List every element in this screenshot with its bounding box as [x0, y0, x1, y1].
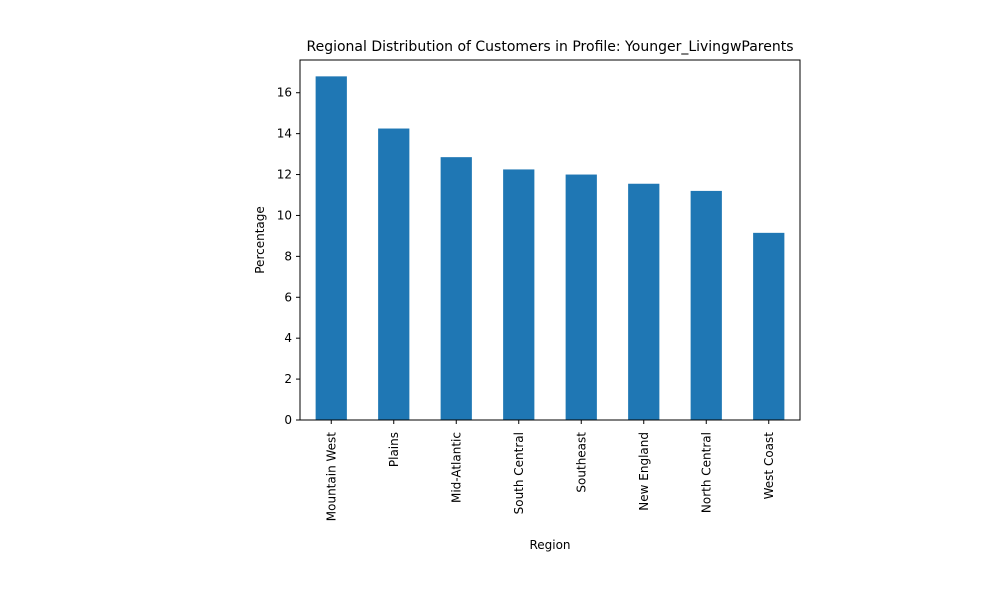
x-tick-label: Southeast: [574, 432, 588, 493]
x-axis-ticks: Mountain West Plains Mid-Atlantic South Cen…: [324, 420, 776, 521]
bar-south-central: [503, 169, 535, 420]
y-tick-label: 0: [284, 413, 292, 427]
x-tick-label: New England: [637, 432, 651, 511]
bar-new-england: [628, 183, 660, 420]
y-axis-label: Percentage: [253, 206, 267, 274]
chart-title: Regional Distribution of Customers in Pr…: [306, 39, 793, 55]
plot-frame: [299, 59, 801, 421]
y-tick-label: 6: [284, 290, 292, 304]
y-tick-label: 4: [284, 331, 292, 345]
bar-southeast: [565, 174, 597, 420]
x-tick-label: North Central: [699, 432, 713, 513]
y-tick-label: 10: [277, 208, 292, 222]
bar-plains: [378, 128, 410, 421]
y-tick-label: 16: [277, 86, 292, 100]
y-tick-label: 14: [277, 127, 292, 141]
y-tick-label: 12: [277, 168, 292, 182]
y-axis-ticks: 0 2 4 6 8 10 12 14 16: [277, 86, 300, 427]
x-tick-label: West Coast: [762, 432, 776, 500]
x-tick-label: Mountain West: [324, 432, 338, 522]
x-tick-label: South Central: [512, 432, 526, 514]
bar-north-central: [690, 190, 722, 420]
bar-west-coast: [753, 232, 785, 420]
x-tick-label: Plains: [387, 432, 401, 467]
x-axis-label: Region: [529, 538, 570, 552]
y-tick-label: 2: [284, 372, 292, 386]
x-tick-label: Mid-Atlantic: [449, 432, 463, 503]
bar-mid-atlantic: [440, 157, 472, 420]
y-tick-label: 8: [284, 249, 292, 263]
bars-layer: [315, 76, 785, 421]
bar-mountain-west: [315, 76, 347, 420]
